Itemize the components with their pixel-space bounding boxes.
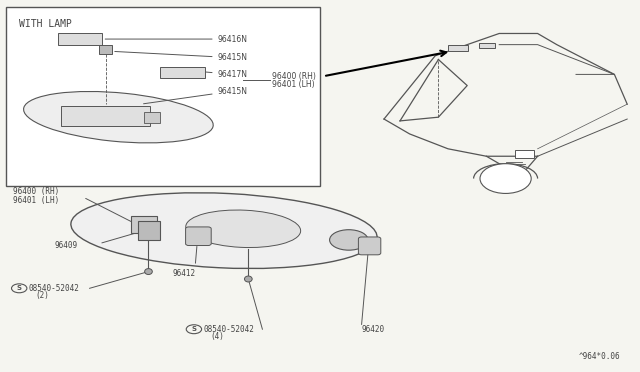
Text: 08540-52042: 08540-52042 (204, 325, 254, 334)
Ellipse shape (24, 92, 213, 143)
Bar (61, 106, 150, 126)
Circle shape (480, 164, 531, 193)
Bar (448, 45, 468, 51)
FancyBboxPatch shape (358, 237, 381, 255)
Text: 96400 (RH): 96400 (RH) (272, 72, 316, 81)
Ellipse shape (244, 276, 252, 282)
Bar (160, 67, 205, 78)
Text: 08540-52042: 08540-52042 (29, 284, 79, 293)
Text: WITH LAMP: WITH LAMP (19, 19, 72, 29)
Bar (515, 150, 534, 158)
Bar (144, 112, 160, 123)
Text: (2): (2) (35, 291, 49, 300)
Text: 96401 (LH): 96401 (LH) (272, 80, 315, 89)
Bar (131, 216, 157, 232)
Bar (58, 33, 102, 45)
Ellipse shape (186, 210, 301, 247)
Text: S: S (191, 326, 196, 332)
Text: 96415N: 96415N (115, 51, 248, 62)
Text: S: S (17, 285, 22, 291)
Text: 96420: 96420 (362, 325, 385, 334)
Text: 96417N: 96417N (172, 69, 248, 79)
Text: 96400 (RH): 96400 (RH) (13, 187, 59, 196)
Ellipse shape (71, 193, 377, 269)
Bar (99, 45, 112, 54)
Text: ^964*0.06: ^964*0.06 (579, 352, 621, 361)
Text: 96409: 96409 (54, 241, 77, 250)
FancyBboxPatch shape (186, 227, 211, 246)
Text: 96412: 96412 (173, 269, 196, 278)
Bar (138, 221, 160, 240)
Ellipse shape (330, 230, 368, 250)
Bar (6, 7, 320, 186)
Bar (479, 43, 495, 48)
Ellipse shape (145, 269, 152, 275)
Text: 96401 (LH): 96401 (LH) (13, 196, 59, 205)
Text: 96416N: 96416N (105, 35, 248, 44)
Text: (4): (4) (210, 332, 224, 341)
Text: 96415N: 96415N (143, 87, 248, 104)
